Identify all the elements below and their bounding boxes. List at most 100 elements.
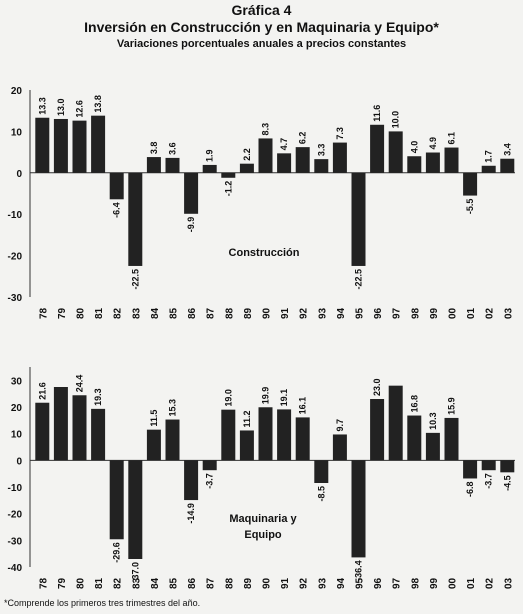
maquinaria-data-label: 9.7 (335, 419, 345, 432)
maquinaria-data-label: -29.6 (112, 542, 122, 563)
construccion-year-label: 03 (503, 307, 514, 319)
maquinaria-ytick: -40 (8, 563, 23, 574)
maquinaria-ytick: 10 (11, 430, 23, 441)
maquinaria-bar (184, 460, 199, 501)
construccion-year-label: 78 (38, 307, 49, 319)
maquinaria-bar (202, 460, 217, 471)
construccion-bar (109, 172, 124, 200)
construccion-data-label: 12.6 (75, 100, 85, 118)
construccion-bar (463, 172, 478, 196)
maquinaria-year-label: 99 (429, 577, 440, 589)
construccion-year-label: 00 (448, 307, 459, 319)
maquinaria-data-label: 19.1 (279, 389, 289, 407)
construccion-year-label: 90 (262, 307, 273, 319)
construccion-year-label: 88 (224, 307, 235, 319)
construccion-ytick: 0 (16, 169, 22, 180)
construccion-data-label: 13.3 (37, 97, 47, 115)
construccion-data-label: 1.7 (484, 150, 494, 163)
maquinaria-bar (221, 409, 236, 461)
construccion-bar (53, 118, 68, 173)
construccion-data-label: 3.3 (316, 144, 326, 157)
construccion-bar (407, 156, 422, 173)
maquinaria-year-label: 90 (262, 577, 273, 589)
maquinaria-year-label: 96 (373, 577, 384, 589)
maquinaria-ytick: 30 (11, 376, 23, 387)
maquinaria-year-label: 82 (113, 577, 124, 589)
construccion-bar (202, 164, 217, 173)
maquinaria-year-label: 88 (224, 577, 235, 589)
maquinaria-bar (463, 460, 478, 479)
construccion-year-label: 84 (150, 307, 161, 319)
maquinaria-ytick: -20 (8, 510, 23, 521)
maquinaria-bar (407, 415, 422, 461)
construccion-data-label: -5.5 (465, 199, 475, 215)
construccion-year-label: 97 (392, 307, 403, 319)
construccion-year-label: 94 (336, 307, 347, 319)
construccion-data-label: 2.2 (242, 148, 252, 161)
construccion-year-label: 02 (485, 307, 496, 319)
maquinaria-bar (53, 387, 68, 461)
maquinaria-year-label: 94 (336, 577, 347, 589)
maquinaria-year-label: 91 (280, 577, 291, 589)
construccion-ytick: -30 (8, 293, 23, 304)
maquinaria-bar (91, 408, 106, 461)
maquinaria-data-label: 15.3 (168, 399, 178, 417)
construccion-year-label: 99 (429, 307, 440, 319)
construccion-bar (258, 138, 273, 173)
maquinaria-bar (146, 429, 161, 461)
maquinaria-data-label: -3.7 (484, 473, 494, 489)
construccion-bar (314, 159, 329, 173)
maquinaria-bar (444, 417, 459, 461)
construccion-year-label: 89 (243, 307, 254, 319)
maquinaria-ytick: -30 (8, 536, 23, 547)
construccion-ytick: -10 (8, 210, 23, 221)
maquinaria-data-label: 11.5 (149, 410, 159, 427)
construccion-bar (425, 152, 440, 173)
maquinaria-data-label: -14.9 (186, 503, 196, 524)
construccion-data-label: 7.3 (335, 127, 345, 140)
construccion-ytick: 10 (11, 127, 23, 138)
maquinaria-year-label: 89 (243, 577, 254, 589)
maquinaria-year-label: 81 (94, 577, 105, 589)
maquinaria-bar (258, 407, 273, 461)
construccion-data-label: 6.1 (447, 132, 457, 145)
construccion-year-label: 82 (113, 307, 124, 319)
maquinaria-data-label: 10.3 (428, 412, 438, 430)
maquinaria-data-label: 19.0 (223, 389, 233, 407)
construccion-bar (128, 172, 143, 266)
maquinaria-year-label: 80 (76, 577, 87, 589)
construccion-bar (221, 172, 236, 178)
construccion-year-label: 81 (94, 307, 105, 319)
maquinaria-bar (388, 385, 403, 461)
construccion-bar (370, 124, 385, 173)
construccion-year-label: 98 (410, 307, 421, 319)
construccion-data-label: 3.8 (149, 142, 159, 155)
construccion-year-label: 87 (206, 307, 217, 319)
figure-number: Gráfica 4 (231, 2, 292, 18)
maquinaria-data-label: 19.9 (261, 387, 271, 405)
maquinaria-year-label: 87 (206, 577, 217, 589)
maquinaria-year-label: 78 (38, 577, 49, 589)
construccion-bar (165, 157, 180, 173)
construccion-year-label: 91 (280, 307, 291, 319)
construccion-bar (388, 131, 403, 173)
construccion-year-label: 86 (187, 307, 198, 319)
construccion-data-label: 13.0 (56, 98, 66, 116)
construccion-bar (184, 172, 199, 214)
maquinaria-year-label: 79 (57, 577, 68, 589)
construccion-year-label: 96 (373, 307, 384, 319)
maquinaria-bar (35, 402, 50, 461)
maquinaria-ytick: 20 (11, 403, 23, 414)
construccion-data-label: 6.2 (298, 132, 308, 145)
maquinaria-data-label: 16.1 (298, 397, 308, 415)
construccion-caption: Construcción (229, 247, 300, 259)
footnote: *Comprende los primeros tres trimestres … (4, 598, 201, 608)
construccion-year-label: 95 (355, 307, 366, 319)
construccion-data-label: 3.4 (502, 143, 512, 156)
maquinaria-data-label: -8.5 (316, 486, 326, 502)
maquinaria-year-label: 84 (150, 577, 161, 589)
maquinaria-year-label: 93 (317, 577, 328, 589)
maquinaria-bar (370, 399, 385, 461)
